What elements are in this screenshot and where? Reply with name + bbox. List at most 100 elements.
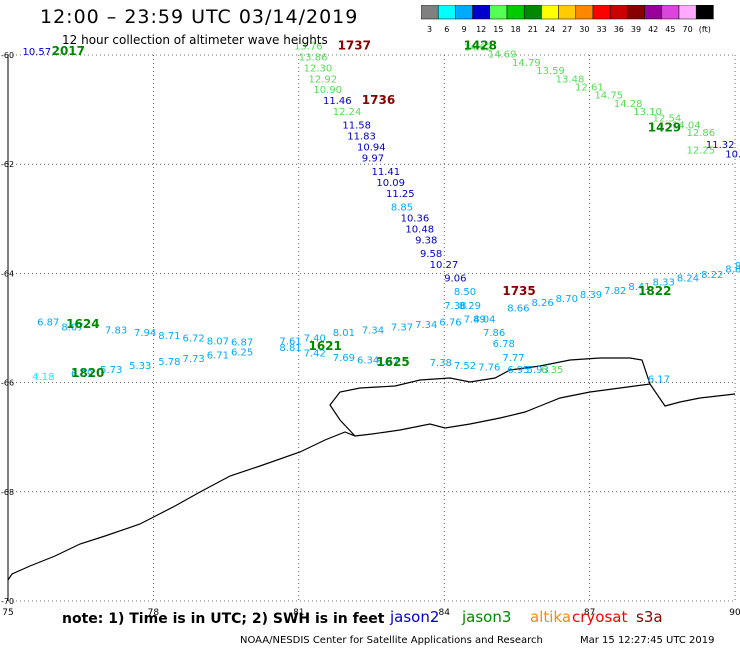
swh-value: 13.76 [294, 42, 323, 53]
swh-value: 6.69 [71, 369, 93, 380]
pass-time-label: 1625 [376, 355, 409, 369]
color-swatch [455, 5, 473, 20]
lon-tick-label: 84 [438, 608, 450, 618]
swh-value: 14.75 [594, 91, 623, 102]
color-scale-label: 3 [427, 25, 432, 34]
color-scale-label: 33 [597, 25, 607, 34]
swh-value: 7.82 [604, 286, 626, 297]
color-swatch [472, 5, 491, 20]
page-title: 12:00 – 23:59 UTC 03/14/2019 [40, 6, 359, 28]
pass-time-label: 1736 [362, 93, 395, 107]
swh-value: 10.27 [430, 260, 459, 271]
swh-value: 6.25 [231, 347, 253, 358]
pass-time-label: 1428 [464, 39, 497, 53]
swh-value: 8.07 [61, 323, 83, 334]
swh-value: 8.22 [701, 270, 723, 281]
color-scale-label: 6 [444, 25, 449, 34]
swh-value: 5.33 [129, 361, 151, 372]
lon-tick-label: 81 [293, 608, 304, 618]
swh-value: 12.61 [575, 82, 604, 93]
lon-tick-label: 78 [148, 608, 160, 618]
swh-value: 14.62 [464, 43, 493, 54]
swh-value: 8.26 [531, 298, 553, 309]
swh-value: 6.76 [439, 317, 461, 328]
swh-value: 14.28 [614, 99, 643, 110]
swh-value: 12.25 [687, 145, 716, 156]
color-swatch [678, 5, 697, 20]
swh-value: 8.62 [725, 264, 740, 275]
swh-value: 13.59 [536, 66, 565, 77]
footer-note: note: 1) Time is in UTC; 2) SWH is in fe… [62, 611, 385, 627]
swh-value: 5.78 [158, 357, 180, 368]
color-swatch [644, 5, 663, 20]
lon-tick-label: 75 [2, 608, 13, 618]
swh-value: 5.93 [527, 365, 549, 376]
swh-value: 7.73 [182, 354, 204, 365]
swh-value: 13.48 [556, 74, 585, 85]
swh-value: 8.04 [473, 315, 495, 326]
color-scale-label: 30 [579, 25, 589, 34]
color-swatch [627, 5, 645, 20]
color-swatch [609, 5, 628, 20]
color-scale-legend: 3 6 9 12 15 18 21 24 27 30 33 36 39 42 45 70 (ft) [421, 5, 714, 34]
color-scale-label: 36 [614, 25, 624, 34]
swh-value: 7.94 [134, 328, 156, 339]
swh-value: 6.71 [207, 351, 229, 362]
swh-value: 5.73 [100, 365, 122, 376]
swh-marks: 10.57 13.7613.8612.3012.9210.9011.4612.24… [23, 39, 740, 386]
swh-value: 9.38 [415, 235, 437, 246]
swh-value: 6.35 [541, 365, 563, 376]
swh-value: 7.34 [415, 320, 437, 331]
swh-value: 9.97 [362, 153, 384, 164]
color-swatch [558, 5, 577, 20]
credit-line: NOAA/NESDIS Center for Satellite Applica… [240, 635, 543, 646]
swh-value: 7.37 [391, 323, 413, 334]
pass-time-label: 1737 [338, 39, 371, 53]
lon-tick-label: 90 [729, 608, 740, 618]
swh-value: 8.33 [653, 277, 675, 288]
swh-value: 8.50 [454, 287, 476, 298]
satellite-s3a: s3a [636, 608, 663, 626]
swh-value: 13.10 [633, 107, 662, 118]
swh-value: 6.72 [182, 334, 204, 345]
swh-value: 10.36 [401, 214, 430, 225]
color-scale-label: 70 [683, 25, 693, 34]
swh-value: 14.79 [512, 58, 541, 69]
pass-time-label: 1429 [648, 120, 681, 134]
swh-value: 7.49 [464, 315, 486, 326]
color-swatch [695, 5, 714, 20]
color-scale-label: 24 [545, 25, 555, 34]
swh-value: 13.86 [299, 52, 328, 63]
color-swatch [592, 5, 611, 20]
satellite-altika: altika [530, 608, 572, 626]
color-scale-label: 45 [665, 25, 675, 34]
color-swatch [541, 5, 559, 20]
color-swatch [523, 5, 542, 20]
swh-value: 6.87 [231, 337, 253, 348]
lat-tick-label: -70 [1, 597, 14, 606]
swh-value: 12.24 [333, 107, 362, 118]
swh-value: 8.66 [507, 304, 529, 315]
swh-value: 8.24 [677, 274, 699, 285]
satellite-cryosat: cryosat [572, 608, 628, 626]
swh-value: 11.32 [706, 140, 735, 151]
swh-value: 7.86 [483, 328, 505, 339]
swh-value: 8.81 [279, 343, 301, 354]
swh-value: 8.29 [459, 301, 481, 312]
color-swatch [575, 5, 594, 20]
swh-value: 7.61 [279, 336, 301, 347]
swh-value: 11.25 [386, 189, 415, 200]
swh-value: 6.95 [507, 365, 529, 376]
swh-value: 8.71 [158, 331, 180, 342]
swh-value: 10.94 [357, 143, 386, 154]
pass-time-label: 1735 [502, 284, 535, 298]
color-swatch [421, 5, 439, 20]
pass-time-label: 1624 [66, 317, 99, 331]
swh-value: 7.76 [478, 363, 500, 374]
swh-value: 12.86 [687, 128, 716, 139]
swh-value: 7.69 [333, 353, 355, 364]
pass-time-label: 1822 [638, 284, 671, 298]
swh-value: 11.83 [347, 132, 376, 143]
swh-value: 11.58 [342, 121, 371, 132]
swh-value: 12.30 [304, 63, 333, 74]
